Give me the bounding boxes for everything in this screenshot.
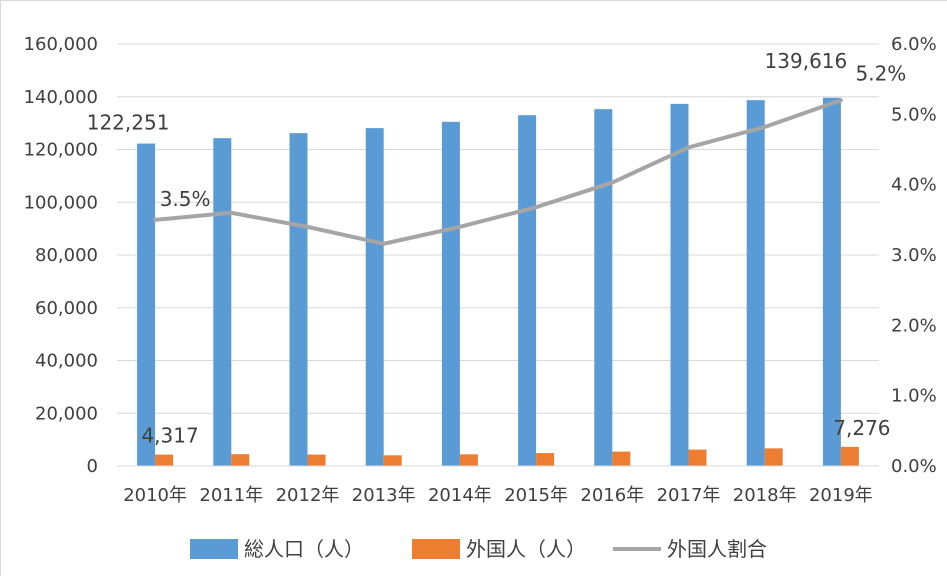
y-left-tick-label: 160,000 — [24, 34, 98, 55]
bar-total-population — [746, 100, 765, 467]
y-right-tick-label: 6.0% — [891, 34, 937, 55]
data-label: 5.2% — [855, 61, 906, 85]
x-tick-label: 2016年 — [580, 485, 644, 506]
x-tick-label: 2013年 — [352, 485, 416, 506]
y-left-tick-label: 140,000 — [24, 87, 98, 108]
bar-total-population — [594, 109, 613, 467]
y-right-tick-label: 4.0% — [891, 175, 937, 196]
legend-total-population-swatch — [190, 539, 238, 559]
bar-total-population — [441, 121, 460, 467]
legend-total-population-label: 総人口（人） — [244, 537, 364, 561]
x-tick-label: 2015年 — [504, 485, 568, 506]
bar-foreign-population — [536, 453, 555, 466]
legend: 総人口（人） 外国人（人） 外国人割合 — [190, 537, 767, 561]
bar-foreign-population — [307, 454, 326, 466]
y-left-tick-label: 0 — [87, 456, 98, 477]
y-right-tick-label: 2.0% — [891, 315, 937, 336]
y-right-tick-label: 3.0% — [891, 245, 937, 266]
legend-foreign-ratio-label: 外国人割合 — [667, 537, 767, 561]
ratio-line — [153, 98, 843, 246]
data-labels: 122,251 139,616 4,317 7,276 3.5% 5.2% — [87, 49, 907, 448]
x-tick-label: 2019年 — [809, 485, 873, 506]
line-foreign-ratio — [153, 98, 843, 246]
x-tick-label: 2012年 — [276, 485, 340, 506]
y-right-tick-label: 1.0% — [891, 386, 937, 407]
y-right-tick-label: 5.0% — [891, 104, 937, 125]
x-tick-label: 2014年 — [428, 485, 492, 506]
legend-foreign-population-label: 外国人（人） — [466, 537, 586, 561]
y-left-tick-label: 40,000 — [35, 351, 98, 372]
legend-foreign-population-swatch — [412, 539, 460, 559]
bars — [137, 97, 859, 467]
bar-total-population — [670, 103, 689, 466]
bar-foreign-population — [840, 446, 859, 466]
data-label: 3.5% — [160, 187, 211, 211]
y-axis-right: 0.0% 1.0% 2.0% 3.0% 4.0% 5.0% 6.0% — [891, 34, 937, 477]
y-axis-left: 0 20,000 40,000 60,000 80,000 100,000 120,000 1… — [24, 34, 98, 477]
x-tick-label: 2017年 — [657, 485, 721, 506]
y-left-tick-label: 60,000 — [35, 298, 98, 319]
bar-total-population — [365, 128, 384, 466]
x-axis: 2010年 2011年 2012年 2013年 2014年 2015年 2016年 2017年… — [117, 465, 879, 506]
bar-total-population — [213, 138, 232, 466]
bar-foreign-population — [459, 454, 478, 466]
gridlines — [117, 43, 879, 414]
x-tick-label: 2011年 — [199, 485, 263, 506]
data-label: 122,251 — [87, 111, 170, 135]
x-tick-label: 2018年 — [733, 485, 797, 506]
bar-foreign-population — [155, 454, 174, 466]
bar-foreign-population — [383, 455, 402, 466]
data-label: 7,276 — [833, 416, 890, 440]
y-left-tick-label: 20,000 — [35, 403, 98, 424]
y-left-tick-label: 120,000 — [24, 140, 98, 161]
bar-total-population — [518, 115, 537, 467]
bar-foreign-population — [688, 449, 707, 466]
y-left-tick-label: 80,000 — [35, 245, 98, 266]
bar-total-population — [289, 133, 308, 466]
data-label: 4,317 — [141, 424, 198, 448]
data-label: 139,616 — [765, 49, 848, 73]
y-left-tick-label: 100,000 — [24, 192, 98, 213]
y-right-tick-label: 0.0% — [891, 456, 937, 477]
bar-foreign-population — [612, 451, 631, 466]
bar-total-population — [822, 97, 841, 466]
bar-total-population — [137, 143, 156, 466]
x-tick-label: 2010年 — [123, 485, 187, 506]
bar-foreign-population — [231, 454, 250, 466]
bar-foreign-population — [764, 448, 783, 466]
